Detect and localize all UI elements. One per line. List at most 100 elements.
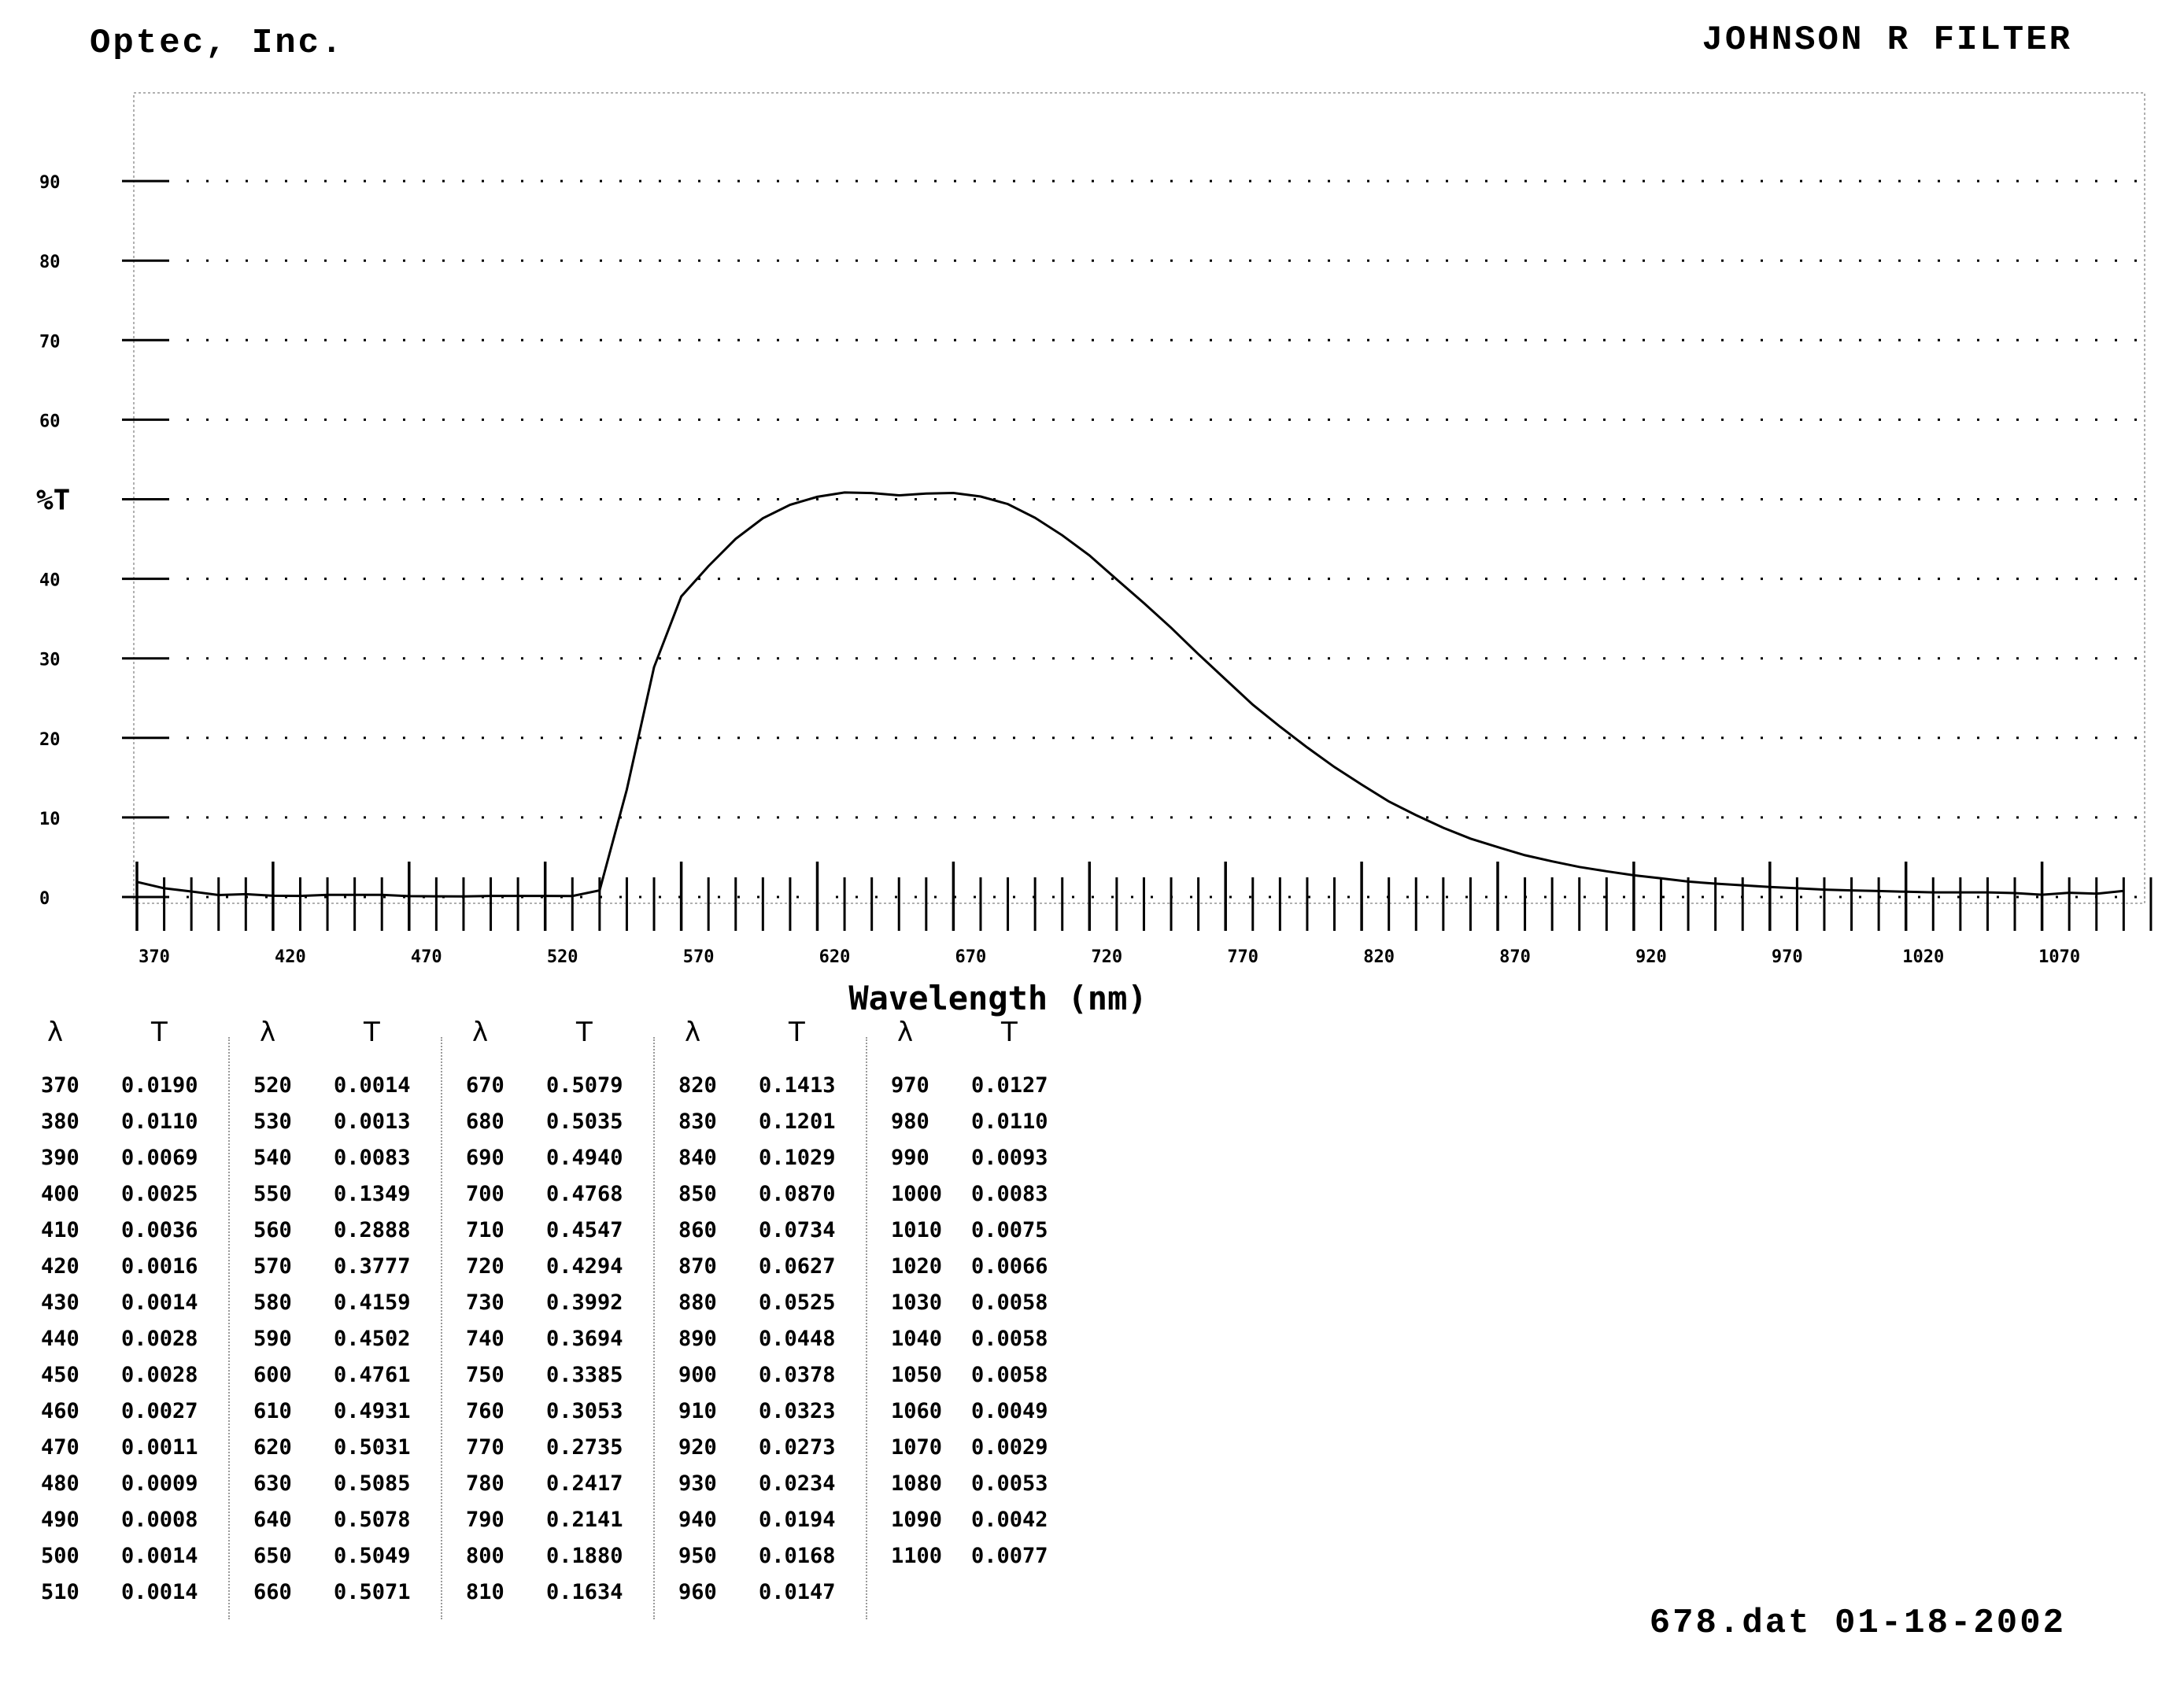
- table-cell-wavelength: 700: [466, 1182, 504, 1206]
- table-cell-wavelength: 470: [41, 1435, 79, 1460]
- table-cell-transmission: 0.4294: [546, 1254, 623, 1279]
- table-cell-wavelength: 620: [253, 1435, 292, 1460]
- table-cell-wavelength: 450: [41, 1363, 79, 1387]
- table-cell-wavelength: 830: [678, 1109, 717, 1134]
- table-cell-wavelength: 600: [253, 1363, 292, 1387]
- table-cell-wavelength: 960: [678, 1580, 717, 1604]
- y-axis-ticks: 0 10 20 30 40 %T 60 70 80 90: [36, 173, 70, 909]
- x-tick-label: 670: [955, 947, 987, 967]
- table-cell-wavelength: 770: [466, 1435, 504, 1460]
- table-cell-transmission: 0.0323: [759, 1399, 836, 1423]
- table-cell-wavelength: 460: [41, 1399, 79, 1423]
- table-cell-wavelength: 550: [253, 1182, 292, 1206]
- y-tick-label: 20: [39, 730, 61, 750]
- table-cell-transmission: 0.0058: [971, 1327, 1048, 1351]
- table-column-separator: [441, 1037, 442, 1619]
- x-tick-label: 970: [1772, 947, 1803, 967]
- table-cell-wavelength: 930: [678, 1471, 717, 1496]
- table-cell-transmission: 0.1349: [334, 1182, 411, 1206]
- table-cell-transmission: 0.0014: [121, 1544, 198, 1568]
- table-cell-transmission: 0.5079: [546, 1073, 623, 1098]
- table-header-wavelength: λ: [472, 1017, 489, 1048]
- y-tick-label: %T: [36, 485, 70, 517]
- table-cell-transmission: 0.4940: [546, 1146, 623, 1170]
- table-cell-wavelength: 780: [466, 1471, 504, 1496]
- table-cell-transmission: 0.3053: [546, 1399, 623, 1423]
- table-cell-transmission: 0.1634: [546, 1580, 623, 1604]
- table-cell-wavelength: 440: [41, 1327, 79, 1351]
- x-tick-label: 370: [139, 947, 170, 967]
- table-cell-transmission: 0.0083: [971, 1182, 1048, 1206]
- table-cell-wavelength: 840: [678, 1146, 717, 1170]
- table-cell-wavelength: 530: [253, 1109, 292, 1134]
- table-cell-wavelength: 860: [678, 1218, 717, 1242]
- x-tick-label: 720: [1091, 947, 1122, 967]
- table-cell-wavelength: 480: [41, 1471, 79, 1496]
- table-cell-transmission: 0.0448: [759, 1327, 836, 1351]
- table-column-separator: [653, 1037, 655, 1619]
- table-cell-wavelength: 970: [891, 1073, 929, 1098]
- table-cell-wavelength: 540: [253, 1146, 292, 1170]
- table-cell-transmission: 0.0009: [121, 1471, 198, 1496]
- x-minor-ticks: [135, 862, 2153, 931]
- table-cell-wavelength: 390: [41, 1146, 79, 1170]
- table-cell-transmission: 0.0014: [121, 1290, 198, 1315]
- x-tick-label: 1070: [2038, 947, 2080, 967]
- table-cell-transmission: 0.0110: [971, 1109, 1048, 1134]
- table-cell-transmission: 0.0194: [759, 1508, 836, 1532]
- y-tick-label: 70: [39, 332, 61, 352]
- table-cell-transmission: 0.0066: [971, 1254, 1048, 1279]
- table-header-transmission: T: [789, 1017, 805, 1048]
- x-tick-label: 820: [1363, 947, 1395, 967]
- table-header-wavelength: λ: [685, 1017, 701, 1048]
- table-header-transmission: T: [151, 1017, 168, 1048]
- table-cell-wavelength: 670: [466, 1073, 504, 1098]
- table-cell-wavelength: 560: [253, 1218, 292, 1242]
- table-cell-transmission: 0.0168: [759, 1544, 836, 1568]
- table-cell-wavelength: 850: [678, 1182, 717, 1206]
- table-cell-wavelength: 940: [678, 1508, 717, 1532]
- table-cell-transmission: 0.2417: [546, 1471, 623, 1496]
- grid-lines: [122, 179, 2137, 899]
- table-cell-transmission: 0.5035: [546, 1109, 623, 1134]
- table-cell-transmission: 0.0028: [121, 1363, 198, 1387]
- table-cell-wavelength: 820: [678, 1073, 717, 1098]
- table-cell-wavelength: 420: [41, 1254, 79, 1279]
- table-cell-transmission: 0.0190: [121, 1073, 198, 1098]
- y-tick-label: 10: [39, 810, 61, 829]
- x-tick-label: 920: [1635, 947, 1667, 967]
- table-cell-transmission: 0.0014: [334, 1073, 411, 1098]
- table-cell-wavelength: 1050: [891, 1363, 943, 1387]
- table-cell-wavelength: 1010: [891, 1218, 943, 1242]
- table-cell-transmission: 0.4931: [334, 1399, 411, 1423]
- x-tick-label: 520: [547, 947, 578, 967]
- table-cell-wavelength: 900: [678, 1363, 717, 1387]
- table-cell-wavelength: 790: [466, 1508, 504, 1532]
- table-cell-transmission: 0.0273: [759, 1435, 836, 1460]
- table-cell-wavelength: 1060: [891, 1399, 943, 1423]
- company-name: Optec, Inc.: [90, 24, 345, 63]
- table-cell-transmission: 0.0016: [121, 1254, 198, 1279]
- table-cell-transmission: 0.2735: [546, 1435, 623, 1460]
- table-cell-transmission: 0.0378: [759, 1363, 836, 1387]
- table-cell-wavelength: 800: [466, 1544, 504, 1568]
- table-cell-transmission: 0.5031: [334, 1435, 411, 1460]
- table-cell-wavelength: 380: [41, 1109, 79, 1134]
- table-cell-transmission: 0.5085: [334, 1471, 411, 1496]
- table-cell-wavelength: 980: [891, 1109, 929, 1134]
- table-cell-wavelength: 580: [253, 1290, 292, 1315]
- table-cell-wavelength: 890: [678, 1327, 717, 1351]
- table-cell-transmission: 0.0093: [971, 1146, 1048, 1170]
- table-cell-transmission: 0.0083: [334, 1146, 411, 1170]
- table-cell-transmission: 0.0127: [971, 1073, 1048, 1098]
- table-cell-wavelength: 570: [253, 1254, 292, 1279]
- table-cell-transmission: 0.0870: [759, 1182, 836, 1206]
- x-axis-ticks: 370 420 470 520 570 620 670 720 770 820 870 920 970 1…: [139, 947, 2080, 967]
- table-column-separator: [866, 1037, 867, 1619]
- table-column-separator: [228, 1037, 230, 1619]
- table-cell-wavelength: 710: [466, 1218, 504, 1242]
- table-header-transmission: T: [364, 1017, 380, 1048]
- y-tick-label: 0: [39, 889, 50, 909]
- table-cell-transmission: 0.0058: [971, 1363, 1048, 1387]
- table-cell-transmission: 0.1413: [759, 1073, 836, 1098]
